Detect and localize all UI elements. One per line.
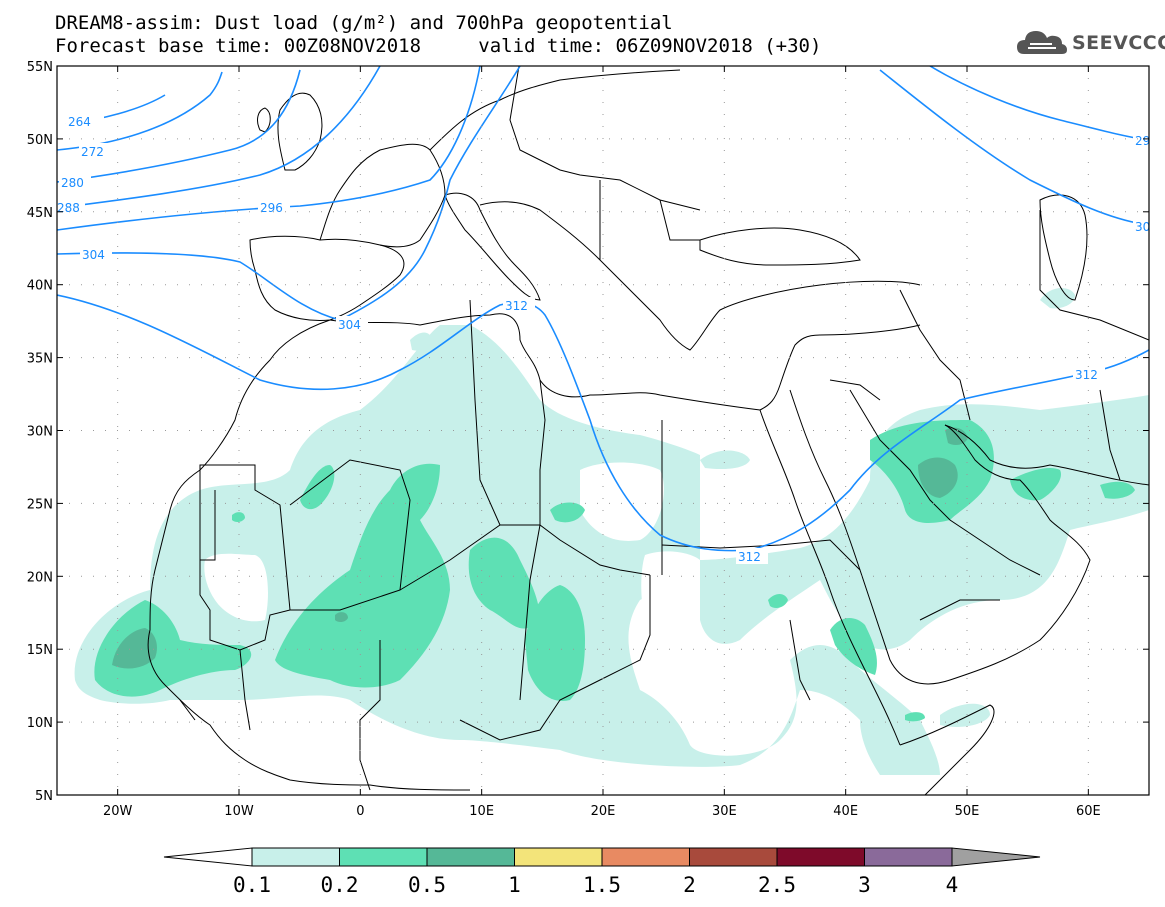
contour-label-312-east: 312 [1075,368,1098,382]
seevccc-logo: SEEVCCC [1016,26,1165,60]
contour-label-288: 288 [57,201,80,215]
colorbar-swatch [251,847,340,867]
cloud-icon [1017,31,1067,54]
colorbar-over-triangle [951,847,1041,867]
contour-304b [57,294,1149,552]
colorbar-swatch [339,847,428,867]
lon-tick-label: 60E [1076,804,1101,819]
lon-tick-label: 30E [712,804,737,819]
dust-shading [74,288,1149,775]
contour-label-304-west: 304 [82,248,105,262]
lon-tick-label: 50E [955,804,980,819]
lat-tick-label: 10N [27,716,53,731]
colorbar-under-triangle [163,847,253,867]
lat-tick-label: 40N [27,279,53,294]
contour-label-29: 29 [1135,134,1150,148]
logo-text: SEEVCCC [1072,32,1165,54]
contour-label-296: 296 [260,201,283,215]
contour-label-30: 30 [1135,220,1150,234]
lon-tick-label: 20E [591,804,616,819]
colorbar-swatch [864,847,953,867]
lat-tick-label: 55N [27,60,53,75]
contour-304a [57,66,521,321]
colorbar-label: 4 [946,873,959,897]
lat-tick-label: 30N [27,425,53,440]
colorbar-label: 3 [858,873,871,897]
colorbar-label: 1 [508,873,521,897]
contour-labels: 264 272 280 288 296 304 304 312 312 312 … [57,113,1150,564]
dust-level-0.5 [112,427,968,669]
colorbar-swatch [426,847,515,867]
lon-tick-label: 20W [103,804,133,819]
contour-296-ne [879,69,1149,226]
valid-time: valid time: 06Z09NOV2018 (+30) [478,35,822,57]
lat-tick-label: 25N [27,497,53,512]
lon-tick-label: 10E [469,804,494,819]
colorbar-label: 0.1 [233,873,271,897]
coastlines-borders [147,66,1149,795]
lon-tick-label: 0 [356,804,364,819]
colorbar: 0.1 0.2 0.5 1 1.5 2 2.5 3 4 [163,847,1041,897]
lat-tick-label: 5N [35,789,53,804]
colorbar-label: 2.5 [758,873,796,897]
contour-label-272: 272 [81,145,104,159]
colorbar-swatch [514,847,603,867]
contour-288 [57,66,381,209]
colorbar-swatch [689,847,778,867]
dust-free-areas [204,462,700,650]
contour-280 [57,69,301,183]
lat-tick-label: 35N [27,352,53,367]
colorbar-label: 2 [683,873,696,897]
colorbar-label: 1.5 [583,873,621,897]
colorbar-label: 0.5 [408,873,446,897]
lat-ticks: 55N 50N 45N 40N 35N 30N 25N 20N 15N 10N 5N [27,60,1149,804]
lat-tick-label: 45N [27,206,53,221]
contour-label-264: 264 [68,115,91,129]
contour-label-280: 280 [61,176,84,190]
map-title: DREAM8-assim: Dust load (g/m²) and 700hP… [55,12,673,34]
lat-tick-label: 50N [27,133,53,148]
lon-ticks: 20W 10W 0 10E 20E 30E 40E 50E 60E [103,66,1101,819]
contour-label-304: 304 [338,318,361,332]
contour-296 [57,66,481,231]
lat-tick-label: 20N [27,570,53,585]
colorbar-swatch [601,847,690,867]
colorbar-swatch [776,847,865,867]
forecast-base-time: Forecast base time: 00Z08NOV2018 [55,35,422,57]
map-subtitle: Forecast base time: 00Z08NOV2018 valid t… [55,35,821,57]
geopotential-contours [57,66,1149,552]
colorbar-label: 0.2 [321,873,359,897]
contour-label-312-north: 312 [505,299,528,313]
contour-label-312-south: 312 [738,550,761,564]
lat-tick-label: 15N [27,643,53,658]
lon-tick-label: 40E [833,804,858,819]
contour-272 [57,71,223,151]
lon-tick-label: 10W [224,804,254,819]
contour-288-ne [929,66,1149,141]
